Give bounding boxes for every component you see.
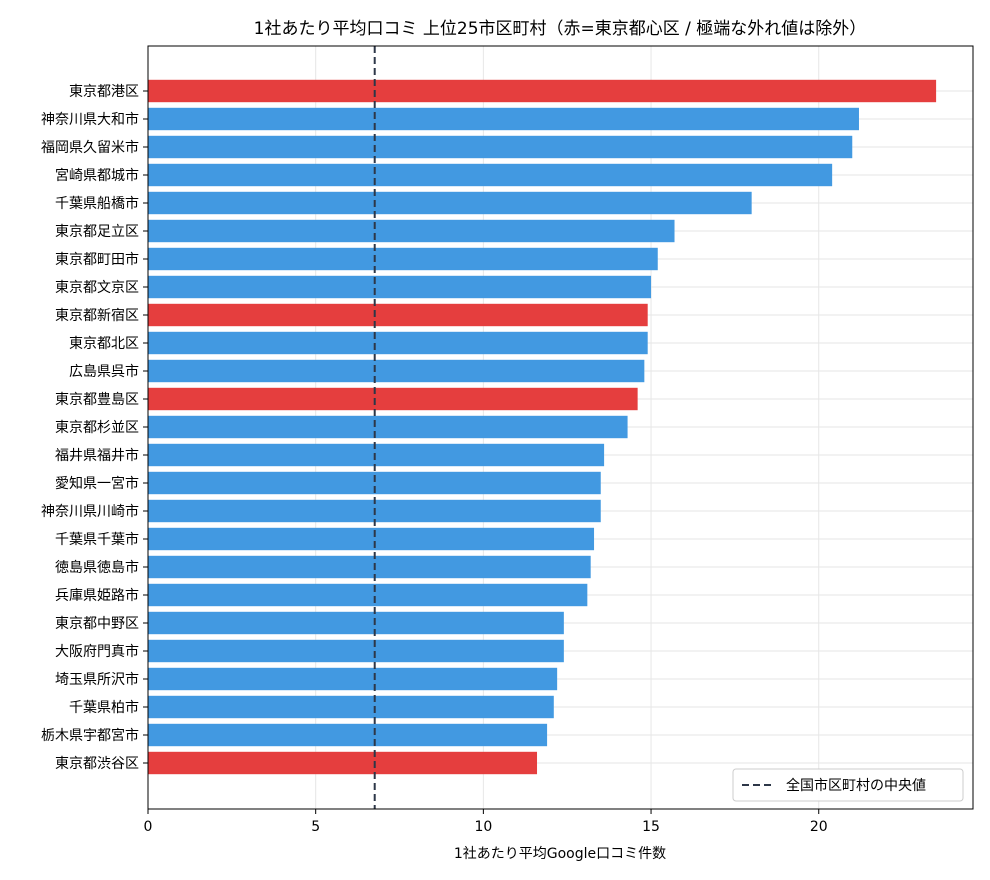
bar: [148, 751, 538, 775]
category-label: 東京都中野区: [55, 616, 139, 632]
y-axis-ticks: 東京都港区神奈川県大和市福岡県久留米市宮崎県都城市千葉県船橋市東京都足立区東京都…: [41, 84, 148, 772]
category-label: 徳島県徳島市: [55, 559, 139, 576]
category-label: 東京都港区: [69, 84, 139, 100]
bar: [148, 219, 675, 243]
bar: [148, 611, 564, 635]
bar: [148, 107, 859, 131]
bar: [148, 695, 554, 719]
category-label: 千葉県船橋市: [55, 195, 139, 212]
category-label: 福岡県久留米市: [41, 139, 139, 156]
bar: [148, 135, 853, 159]
chart-title: 1社あたり平均口コミ 上位25市区町村（赤=東京都心区 / 極端な外れ値は除外）: [254, 19, 867, 39]
category-label: 東京都町田市: [55, 251, 139, 268]
bar: [148, 443, 605, 467]
category-label: 埼玉県所沢市: [55, 671, 139, 688]
bar: [148, 163, 833, 187]
legend: 全国市区町村の中央値: [732, 768, 964, 802]
category-label: 福井県福井市: [55, 447, 139, 464]
category-label: 兵庫県姫路市: [55, 587, 139, 604]
bar: [148, 723, 548, 747]
bars: [148, 79, 937, 775]
bar: [148, 303, 648, 327]
category-label: 栃木県宇都宮市: [41, 727, 139, 744]
bar: [148, 275, 652, 299]
bar: [148, 527, 595, 551]
category-label: 千葉県千葉市: [55, 531, 139, 548]
x-tick-label: 15: [642, 819, 660, 835]
category-label: 東京都豊島区: [55, 392, 139, 408]
category-label: 千葉県柏市: [69, 699, 139, 716]
bar: [148, 247, 658, 271]
category-label: 広島県呉市: [69, 363, 139, 380]
x-tick-label: 5: [311, 819, 320, 835]
x-axis-ticks: 0 5 10 15 20: [144, 809, 828, 835]
category-label: 東京都文京区: [55, 280, 139, 296]
x-tick-label: 0: [144, 819, 153, 835]
legend-box: [732, 768, 964, 802]
category-label: 神奈川県川崎市: [41, 503, 139, 520]
bar: [148, 667, 558, 691]
bar: [148, 387, 638, 411]
category-label: 大阪府門真市: [55, 643, 139, 660]
category-label: 東京都杉並区: [55, 420, 139, 436]
category-label: 神奈川県大和市: [41, 111, 139, 128]
bar: [148, 191, 752, 215]
category-label: 宮崎県都城市: [55, 167, 139, 184]
bar: [148, 639, 564, 663]
x-tick-label: 20: [810, 819, 828, 835]
x-axis-label: 1社あたり平均Google口コミ件数: [454, 846, 666, 862]
bar: [148, 79, 937, 103]
category-label: 東京都足立区: [55, 224, 139, 240]
category-label: 東京都渋谷区: [55, 756, 139, 772]
category-label: 愛知県一宮市: [55, 475, 139, 492]
category-label: 東京都北区: [69, 336, 139, 352]
x-tick-label: 10: [474, 819, 492, 835]
bar: [148, 471, 601, 495]
bar: [148, 331, 648, 355]
bar: [148, 583, 588, 607]
bar: [148, 555, 591, 579]
bar: [148, 415, 628, 439]
category-label: 東京都新宿区: [55, 307, 139, 324]
legend-label: 全国市区町村の中央値: [786, 777, 926, 794]
bar: [148, 359, 645, 383]
